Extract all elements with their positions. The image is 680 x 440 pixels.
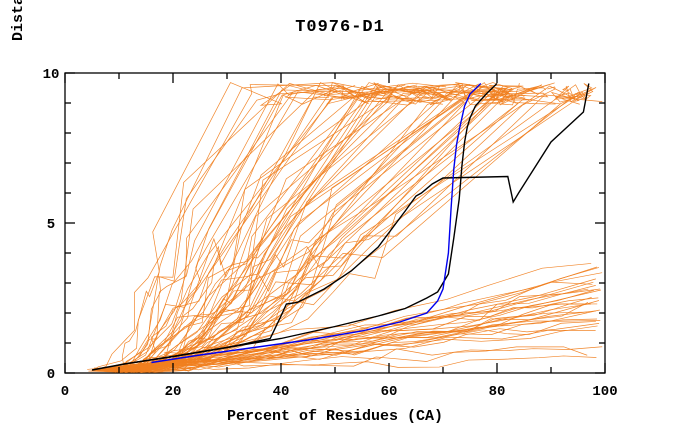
y-tick-label-10: 10 bbox=[43, 67, 60, 83]
x-tick-label-40: 40 bbox=[273, 384, 290, 400]
background-model-line-82[interactable] bbox=[95, 86, 596, 370]
background-model-line-48[interactable] bbox=[98, 282, 593, 371]
x-tick-label-60: 60 bbox=[381, 384, 398, 400]
plot-frame bbox=[65, 73, 605, 373]
background-model-line-94[interactable] bbox=[95, 85, 452, 370]
background-model-lines bbox=[87, 83, 602, 373]
x-tick-label-20: 20 bbox=[165, 384, 182, 400]
background-model-line-0[interactable] bbox=[116, 85, 355, 368]
background-model-line-19[interactable] bbox=[88, 86, 477, 372]
plot-svg-area: 0 20 40 60 80 100 0 5 10 bbox=[0, 0, 680, 440]
background-model-line-33[interactable] bbox=[99, 84, 504, 372]
y-tick-label-0: 0 bbox=[47, 367, 55, 383]
x-tick-label-0: 0 bbox=[61, 384, 69, 400]
background-model-line-90[interactable] bbox=[128, 90, 495, 370]
y-tick-label-5: 5 bbox=[47, 217, 55, 233]
x-tick-label-80: 80 bbox=[489, 384, 506, 400]
background-model-line-40[interactable] bbox=[112, 90, 460, 369]
chart-container: T0976-D1 Distance Cutoff, A Percent of R… bbox=[0, 0, 680, 440]
background-model-line-10[interactable] bbox=[108, 83, 495, 370]
background-model-line-15[interactable] bbox=[130, 87, 555, 371]
x-tick-label-100: 100 bbox=[592, 384, 617, 400]
background-model-line-27[interactable] bbox=[91, 290, 601, 371]
